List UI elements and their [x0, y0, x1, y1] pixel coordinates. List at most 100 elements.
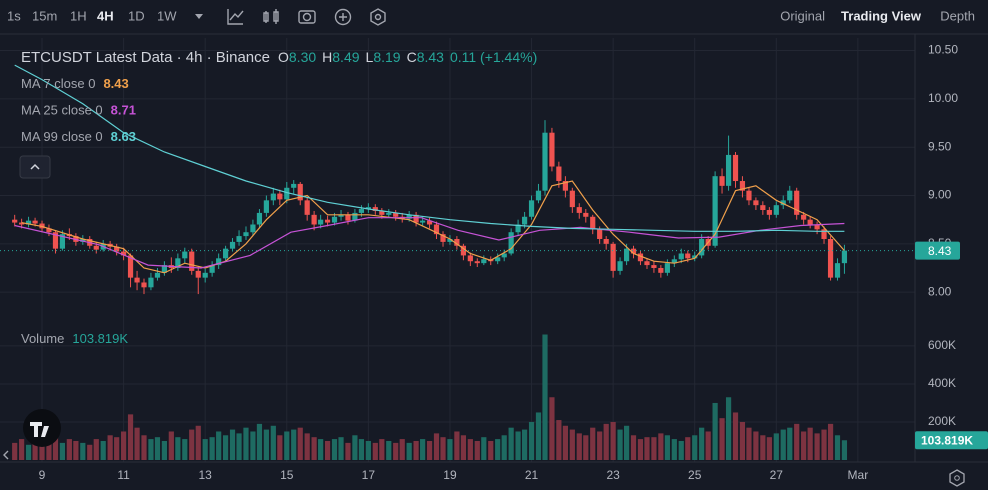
volume-bar: [59, 442, 66, 460]
candle-body: [801, 214, 807, 220]
ma-name: MA 25 close 0: [21, 103, 103, 118]
indicator-icon[interactable]: [227, 9, 244, 25]
candle-body: [46, 228, 52, 233]
view-tab[interactable]: Original: [780, 8, 825, 23]
interval-button[interactable]: 1s: [7, 8, 21, 23]
x-tick-label: 11: [117, 468, 130, 482]
candle-body: [32, 220, 38, 224]
candle-body: [345, 214, 351, 221]
volume-bar: [583, 435, 589, 460]
volume-bar: [365, 440, 371, 460]
view-tab[interactable]: Trading View: [841, 8, 922, 23]
volume-bar: [250, 431, 256, 460]
settings-icon[interactable]: [370, 8, 386, 26]
volume-bar: [134, 427, 140, 460]
volume-bar: [352, 435, 358, 460]
settings-dot: [374, 13, 382, 21]
add-cross: [339, 13, 347, 21]
candle-body: [630, 248, 637, 254]
candle-body: [753, 200, 759, 206]
candle-body: [338, 214, 344, 217]
interval-button[interactable]: 1W: [157, 8, 177, 23]
candle-body: [549, 132, 555, 167]
volume-bar: [569, 429, 575, 460]
candle-body: [134, 277, 140, 283]
volume-bar: [114, 437, 120, 460]
volume-bar: [794, 423, 800, 460]
candle-body: [725, 154, 732, 186]
volume-bar: [393, 442, 399, 460]
x-tick-label: 19: [443, 468, 457, 482]
scroll-left-icon[interactable]: [3, 450, 9, 460]
volume-bar: [447, 439, 453, 460]
candle-body: [195, 270, 201, 278]
volume-bar: [556, 420, 562, 460]
volume-bar: [358, 439, 365, 460]
candle-body: [794, 190, 800, 215]
y-tick-label: 600K: [928, 338, 956, 352]
volume-bar: [236, 433, 242, 460]
volume-bar: [834, 435, 841, 460]
view-tab[interactable]: Depth: [940, 8, 975, 23]
interval-button[interactable]: 4H: [97, 8, 114, 23]
volume-bar: [528, 421, 535, 460]
volume-bar: [222, 435, 229, 460]
ohlc-value: 8.19: [373, 49, 400, 65]
ma-name: MA 7 close 0: [21, 76, 95, 91]
candle-body: [93, 245, 99, 250]
interval-button[interactable]: 1D: [128, 8, 145, 23]
candle-body: [304, 200, 310, 215]
interval-button[interactable]: 1H: [70, 8, 87, 23]
candle-body: [291, 183, 297, 188]
volume-bar: [671, 439, 677, 460]
logo-mark: [30, 422, 49, 437]
volume-bar: [406, 442, 412, 460]
candle-body: [141, 282, 147, 288]
volume-bar: [658, 433, 664, 460]
volume-bar: [304, 433, 310, 460]
candle-body: [522, 216, 528, 225]
volume-bar: [801, 431, 807, 460]
volume-bar: [440, 437, 446, 460]
candle-body: [467, 255, 473, 262]
interval-button[interactable]: 15m: [32, 8, 57, 23]
candle-body: [256, 212, 263, 225]
volume-bar: [80, 442, 86, 460]
volume-bar: [87, 444, 93, 460]
volume-bar: [495, 439, 501, 460]
candle-body: [413, 214, 419, 223]
volume-bar: [32, 440, 38, 460]
ohlc-value: 8.49: [332, 49, 359, 65]
candle-body: [59, 234, 66, 249]
volume-bar: [311, 437, 317, 460]
candle-body: [658, 267, 664, 273]
ohlc-label: L: [366, 49, 374, 65]
volume-bar: [318, 439, 324, 460]
dropdown-icon[interactable]: [195, 14, 203, 19]
candle-body: [637, 253, 644, 262]
volume-bar: [712, 402, 718, 460]
volume-bar: [460, 435, 467, 460]
volume-bar: [216, 431, 222, 460]
screenshot-icon[interactable]: [298, 10, 316, 24]
candle-type-icon[interactable]: [263, 9, 279, 24]
candle-body: [263, 200, 269, 213]
add-icon[interactable]: [334, 8, 352, 26]
ma-name: MA 99 close 0: [21, 129, 103, 144]
collapse-button[interactable]: [19, 155, 51, 179]
axis-settings-icon[interactable]: [949, 469, 965, 487]
candle-body: [834, 263, 841, 278]
volume-bar: [508, 427, 514, 460]
candle-body: [508, 232, 514, 254]
candle-body: [209, 265, 215, 273]
volume-bar: [379, 439, 385, 460]
volume-bar: [542, 334, 548, 460]
screenshot-lens: [302, 12, 312, 22]
volume-bar: [787, 427, 793, 460]
candle-body: [644, 261, 650, 266]
candle-body: [556, 166, 562, 182]
candle-body: [216, 258, 222, 266]
candle-body: [365, 207, 371, 210]
candle-body: [780, 200, 786, 206]
candle-body: [773, 205, 779, 215]
